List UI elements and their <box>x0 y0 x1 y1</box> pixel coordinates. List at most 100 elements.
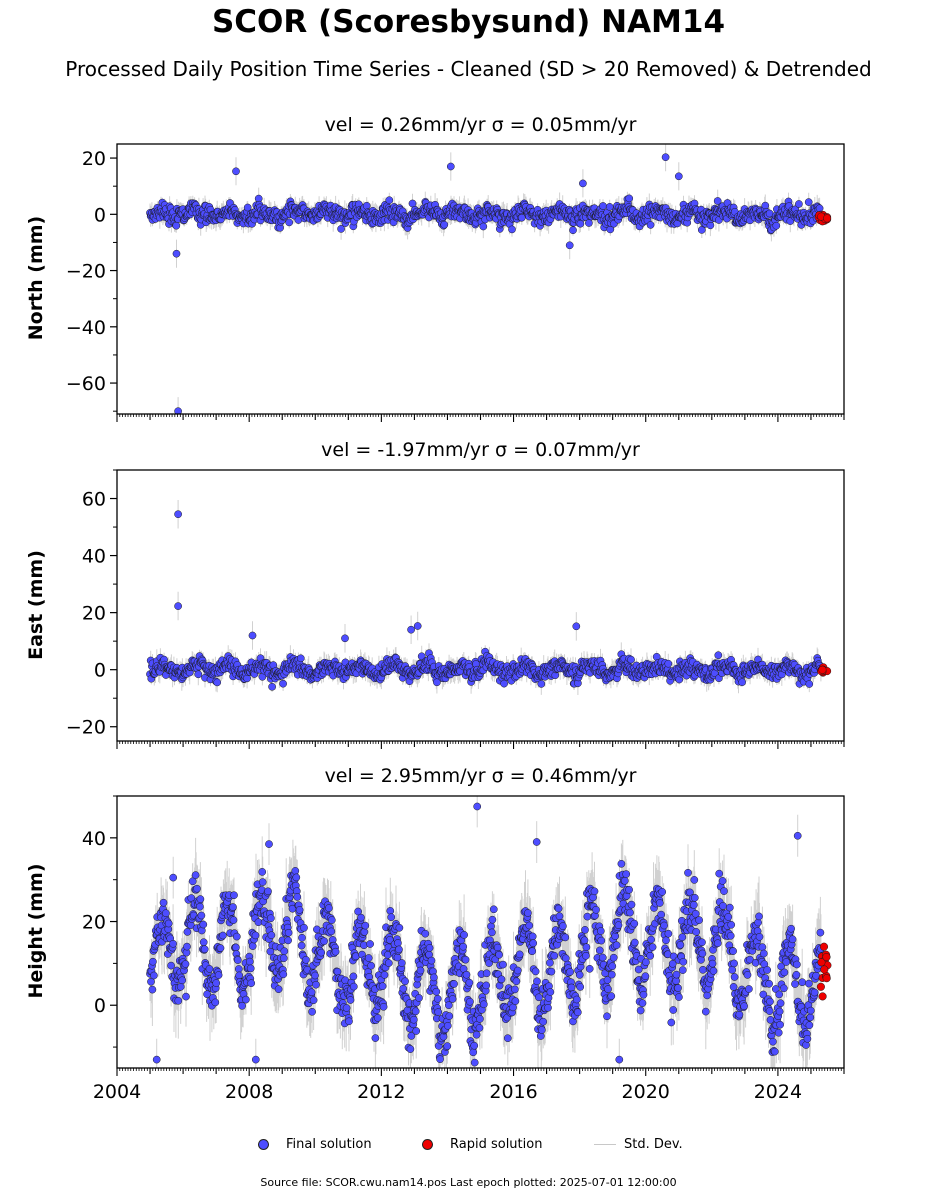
final-point <box>728 966 737 974</box>
final-point <box>698 949 707 958</box>
final-point <box>148 985 157 994</box>
final-point <box>816 928 825 937</box>
final-point <box>409 1015 418 1024</box>
final-point <box>331 947 340 956</box>
final-point <box>233 956 242 964</box>
final-point <box>427 956 436 965</box>
final-point <box>367 961 375 970</box>
final-point <box>772 221 781 230</box>
final-point <box>479 1000 488 1009</box>
final-point <box>147 977 155 986</box>
final-point <box>735 1010 744 1019</box>
final-point <box>788 935 797 944</box>
final-point <box>582 943 591 952</box>
outlier-point <box>674 172 683 181</box>
north-final-points <box>146 153 825 414</box>
final-point <box>361 921 370 930</box>
final-point <box>805 979 813 988</box>
rapid-point <box>816 982 825 991</box>
rapid-point <box>823 214 832 223</box>
final-point <box>445 1012 454 1020</box>
final-point <box>678 966 687 974</box>
east-plot-area: 60 40 20 0 −20 <box>66 469 845 749</box>
rapid-point <box>818 992 827 1001</box>
final-point <box>327 916 336 924</box>
final-point <box>397 959 406 967</box>
y-tick-label: −20 <box>66 717 106 739</box>
final-point <box>366 940 374 948</box>
final-point <box>394 939 402 947</box>
chart-title: SCOR (Scoresbysund) NAM14 <box>211 4 726 40</box>
final-point <box>183 928 192 936</box>
final-point <box>776 1020 784 1029</box>
final-point <box>247 979 256 988</box>
outlier-point <box>413 622 422 630</box>
final-point <box>572 995 581 1004</box>
y-tick-label: 60 <box>82 489 106 511</box>
height-plot-area: 40 20 0 2004 2008 2012 2016 2020 2024 <box>82 795 845 1103</box>
outlier-point <box>579 179 587 188</box>
final-point <box>196 895 205 903</box>
final-point <box>709 967 718 975</box>
final-point <box>554 904 563 913</box>
final-point <box>805 680 814 688</box>
north-std-dev-bars <box>149 144 822 414</box>
final-point <box>642 958 650 967</box>
final-point <box>595 946 604 955</box>
final-point <box>763 966 772 974</box>
final-point <box>460 931 468 939</box>
final-point <box>219 931 227 940</box>
y-tick-label: −60 <box>66 373 106 395</box>
final-point <box>664 659 673 668</box>
final-point <box>585 964 594 973</box>
final-point <box>719 902 727 910</box>
final-point <box>743 971 752 979</box>
final-point <box>646 951 655 960</box>
final-point <box>513 966 522 975</box>
height-final-points <box>146 802 825 1067</box>
final-point <box>625 885 633 894</box>
final-point <box>384 959 393 967</box>
final-point <box>432 987 441 996</box>
legend-rapid-label: Rapid solution <box>450 1137 543 1152</box>
final-point <box>775 990 784 999</box>
final-point <box>658 888 667 896</box>
north-rapid-points <box>814 210 832 226</box>
x-tick-label: 2024 <box>754 1081 802 1103</box>
final-point <box>357 913 365 922</box>
outlier-point <box>248 631 257 640</box>
final-point <box>395 923 404 932</box>
final-point <box>646 221 655 229</box>
final-point <box>489 905 498 914</box>
final-point <box>450 980 458 988</box>
legend-std-label: Std. Dev. <box>624 1137 683 1152</box>
final-point <box>701 1007 710 1016</box>
final-point <box>246 964 255 973</box>
final-point <box>167 961 175 970</box>
final-point <box>787 924 795 933</box>
north-panel-title: vel = 0.26mm/yr σ = 0.05mm/yr <box>324 114 637 136</box>
final-point <box>395 945 403 954</box>
final-point <box>411 1007 420 1016</box>
final-point <box>745 985 753 993</box>
north-data <box>146 144 832 414</box>
east-final-points <box>146 510 825 691</box>
final-point <box>573 1008 582 1017</box>
final-point <box>725 903 734 912</box>
y-tick-label: −20 <box>66 261 106 283</box>
final-point <box>512 977 521 986</box>
final-point <box>692 928 701 936</box>
final-point <box>212 979 221 987</box>
final-point <box>765 979 773 988</box>
final-point <box>690 893 699 902</box>
final-point <box>524 909 532 917</box>
final-point <box>795 200 803 208</box>
outlier-point <box>174 602 182 610</box>
final-point <box>533 977 541 986</box>
final-point <box>597 936 606 945</box>
outlier-point <box>572 622 581 631</box>
x-tick-label: 2012 <box>357 1081 405 1103</box>
final-point <box>667 1018 676 1027</box>
final-point <box>607 992 616 1000</box>
final-point <box>544 1003 552 1012</box>
